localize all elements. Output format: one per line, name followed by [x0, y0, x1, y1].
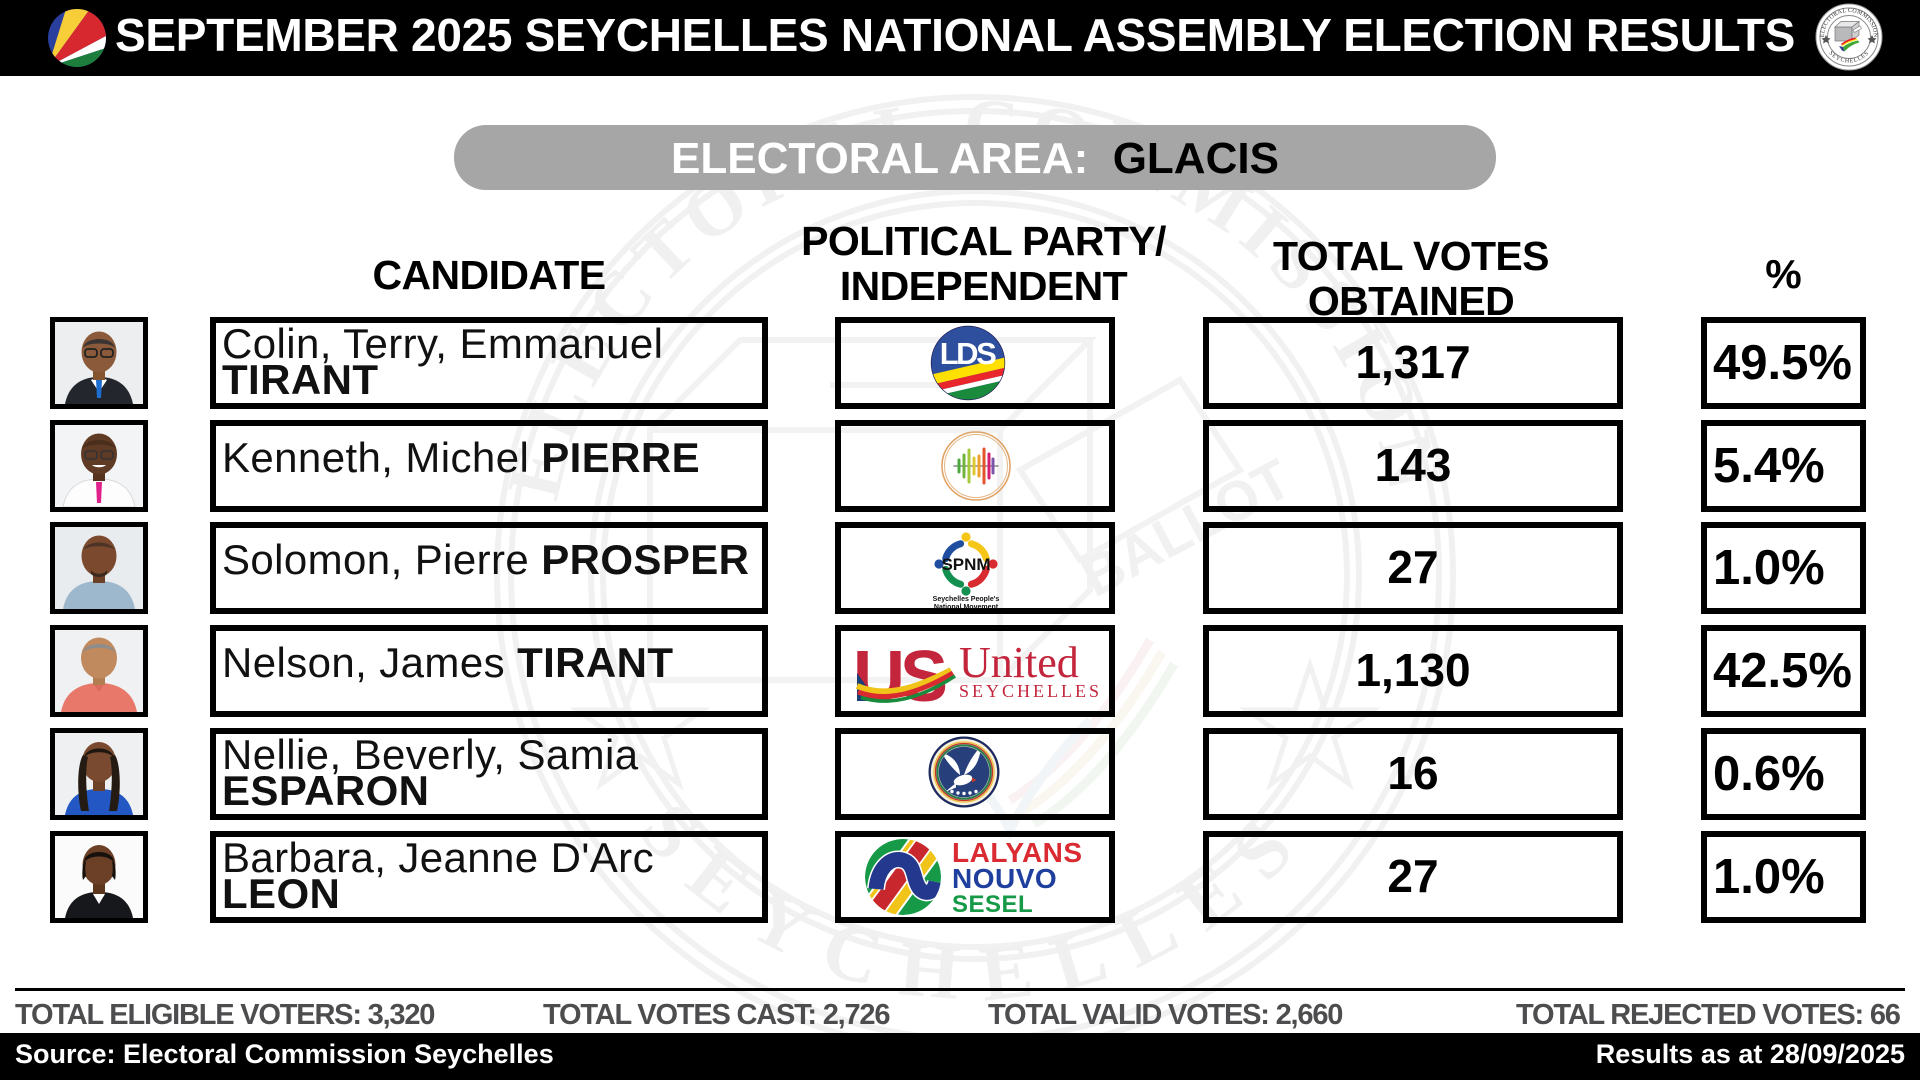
svg-text:SPNM: SPNM	[941, 555, 990, 574]
svg-text:National Movement: National Movement	[934, 604, 999, 611]
svg-text:United: United	[959, 638, 1079, 687]
svg-text:LALYANS: LALYANS	[952, 838, 1083, 868]
svg-text:Seychelles People's: Seychelles People's	[933, 596, 1000, 603]
svg-text:SESEL: SESEL	[952, 891, 1033, 916]
svg-text:LDS: LDS	[940, 336, 996, 371]
svg-text:SEYCHELLES: SEYCHELLES	[959, 681, 1102, 701]
svg-text:NOUVO: NOUVO	[952, 863, 1057, 894]
